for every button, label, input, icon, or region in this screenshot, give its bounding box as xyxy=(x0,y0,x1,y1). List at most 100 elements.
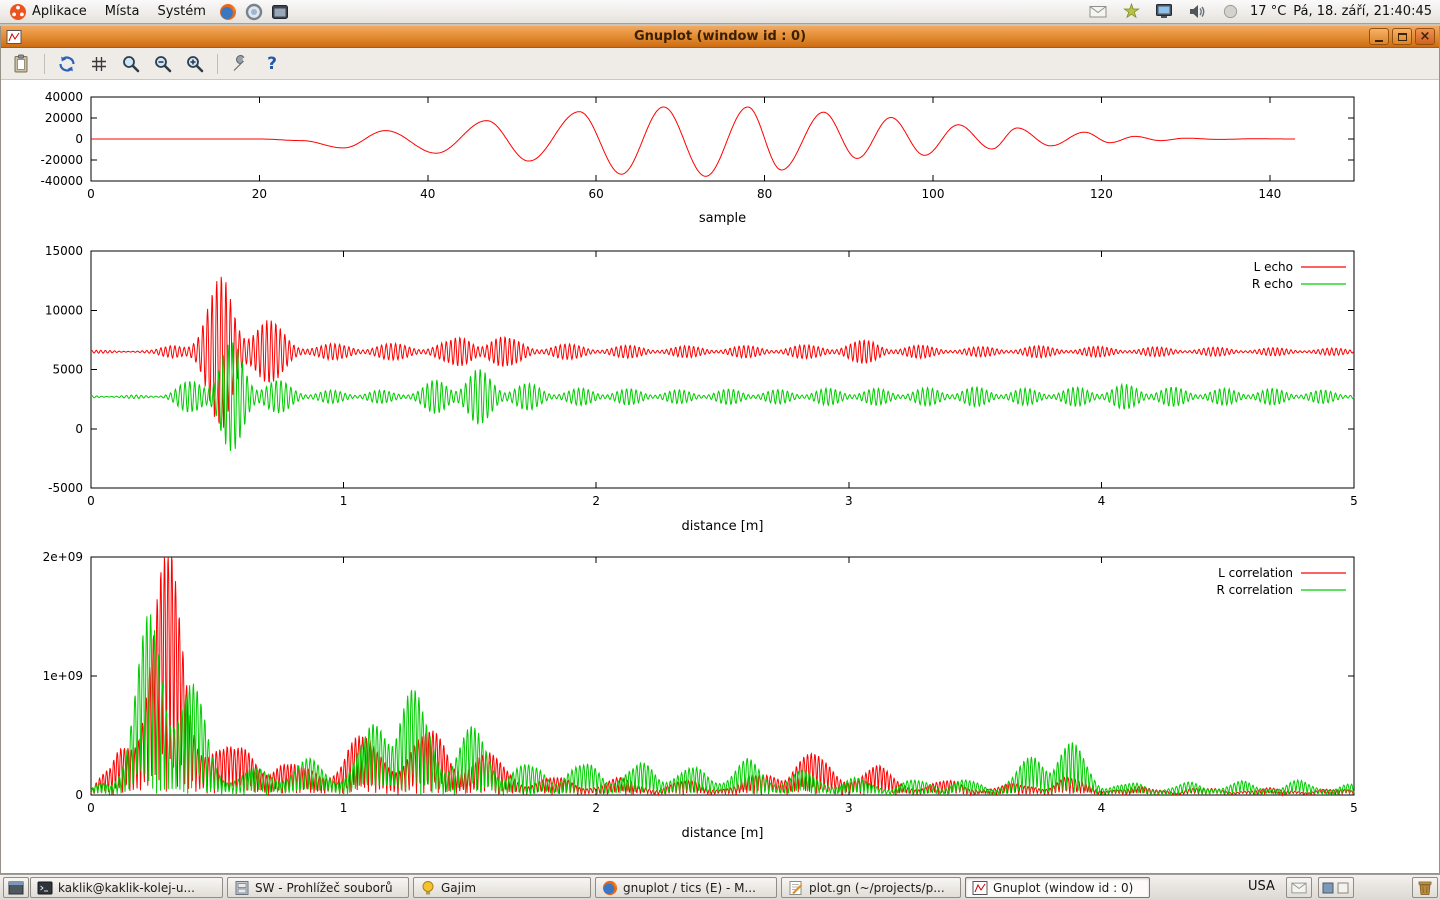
replot-button[interactable] xyxy=(54,51,80,77)
gajim-icon xyxy=(422,880,434,894)
notification-applet[interactable] xyxy=(1318,877,1354,898)
refresh-icon xyxy=(59,56,75,71)
svg-text:-20000: -20000 xyxy=(40,153,83,167)
trash-applet[interactable] xyxy=(1412,877,1438,898)
taskbar-item-label: plot.gn (~/projects/p... xyxy=(809,880,945,895)
taskbar-item-firefox[interactable]: gnuplot / tics (E) - M... xyxy=(595,877,777,898)
svg-text:3: 3 xyxy=(845,494,853,508)
svg-text:-5000: -5000 xyxy=(48,481,83,495)
taskbar-item-gnuplot[interactable]: Gnuplot (window id : 0) xyxy=(965,877,1150,898)
menu-system[interactable]: Systém xyxy=(148,0,214,23)
minimize-button[interactable] xyxy=(1369,28,1389,45)
svg-text:5000: 5000 xyxy=(52,363,83,377)
svg-text:sample: sample xyxy=(699,211,746,226)
svg-text:20: 20 xyxy=(252,187,267,201)
text-editor-icon xyxy=(789,880,803,895)
menu-applications[interactable]: Aplikace xyxy=(0,0,96,23)
svg-text:80: 80 xyxy=(757,187,772,201)
svg-text:0: 0 xyxy=(87,494,95,508)
close-button[interactable]: × xyxy=(1415,28,1435,45)
svg-text:140: 140 xyxy=(1258,187,1281,201)
taskbar-item-file-manager[interactable]: SW - Prohlížeč souborů xyxy=(227,877,409,898)
svg-text:20000: 20000 xyxy=(45,111,83,125)
zoom-out-button[interactable] xyxy=(150,51,176,77)
zoom-in-icon xyxy=(187,55,204,72)
svg-text:10000: 10000 xyxy=(45,303,83,317)
zoom-out-icon xyxy=(155,55,172,72)
screenshot-launcher[interactable] xyxy=(267,0,293,24)
mail-applet[interactable] xyxy=(1085,0,1111,24)
plot-canvas[interactable]: 0 20 40 60 80 100 120 140-40000-200000200004000… xyxy=(1,82,1439,873)
screenshot-icon xyxy=(271,4,288,19)
display-applet[interactable] xyxy=(1151,0,1177,24)
maximize-button[interactable] xyxy=(1392,28,1412,45)
taskbar-item-label: Gnuplot (window id : 0) xyxy=(993,880,1134,895)
taskbar-item-label: gnuplot / tics (E) - M... xyxy=(623,880,756,895)
svg-text:3: 3 xyxy=(845,801,853,815)
zoom-previous-icon xyxy=(123,55,140,72)
volume-applet[interactable] xyxy=(1184,0,1210,24)
svg-text:1e+09: 1e+09 xyxy=(43,669,83,683)
configure-button[interactable] xyxy=(227,51,253,77)
firefox-icon xyxy=(219,3,236,20)
gnuplot-window: Gnuplot (window id : 0) × xyxy=(0,26,1440,874)
svg-text:R correlation: R correlation xyxy=(1216,583,1293,597)
firefox-icon xyxy=(602,880,618,895)
trash-icon xyxy=(1418,881,1432,895)
temperature-label[interactable]: 17 °C xyxy=(1250,4,1287,19)
weather-icon xyxy=(1223,4,1237,19)
svg-text:60: 60 xyxy=(589,187,604,201)
firefox-launcher[interactable] xyxy=(215,0,241,24)
svg-text:1: 1 xyxy=(340,801,348,815)
help-question-icon: ? xyxy=(267,53,277,74)
show-desktop-button[interactable] xyxy=(3,877,29,898)
svg-text:L echo: L echo xyxy=(1254,260,1293,274)
copy-clipboard-button[interactable] xyxy=(9,51,35,77)
show-desktop-icon xyxy=(8,881,24,894)
applet-icons xyxy=(1322,882,1349,893)
taskbar-item-terminal[interactable]: kaklik@kaklik-kolej-u... xyxy=(30,877,223,898)
taskbar-item-gajim[interactable]: Gajim xyxy=(413,877,591,898)
svg-text:1: 1 xyxy=(340,494,348,508)
gnuplot-icon xyxy=(972,880,988,895)
weather-applet[interactable] xyxy=(1217,0,1243,24)
menu-system-label: Systém xyxy=(157,4,206,19)
mail-tray-button[interactable] xyxy=(1286,877,1312,898)
zoom-in-button[interactable] xyxy=(182,51,208,77)
svg-text:0: 0 xyxy=(87,187,95,201)
svg-text:120: 120 xyxy=(1090,187,1113,201)
menu-places[interactable]: Místa xyxy=(96,0,149,23)
maximize-icon xyxy=(1397,32,1407,41)
window-titlebar[interactable]: Gnuplot (window id : 0) × xyxy=(1,26,1439,48)
svg-text:-40000: -40000 xyxy=(40,174,83,188)
svg-text:2: 2 xyxy=(592,494,600,508)
clipboard-icon xyxy=(14,54,28,72)
toggle-grid-button[interactable] xyxy=(86,51,112,77)
taskbar-item-label: kaklik@kaklik-kolej-u... xyxy=(58,880,195,895)
svg-text:0: 0 xyxy=(75,422,83,436)
mail-icon xyxy=(1089,6,1107,18)
clock[interactable]: Pá, 18. září, 21:40:45 xyxy=(1293,4,1432,19)
plot-area: 0 20 40 60 80 100 120 140 -40000 -20000 0 20000 4000… xyxy=(1,80,1439,873)
taskbar-item-label: SW - Prohlížeč souborů xyxy=(255,880,393,895)
svg-text:0: 0 xyxy=(87,801,95,815)
help-launcher[interactable] xyxy=(241,0,267,24)
minimize-icon xyxy=(1375,35,1383,42)
ubuntu-logo-icon xyxy=(10,3,26,20)
update-applet[interactable] xyxy=(1118,0,1144,24)
display-icon xyxy=(1156,4,1173,18)
taskbar-item-editor[interactable]: plot.gn (~/projects/p... xyxy=(781,877,961,898)
help-button[interactable]: ? xyxy=(259,51,285,77)
system-tray: 17 °C Pá, 18. září, 21:40:45 xyxy=(1085,0,1440,24)
svg-text:L correlation: L correlation xyxy=(1218,566,1293,580)
svg-text:40000: 40000 xyxy=(45,90,83,104)
zoom-previous-button[interactable] xyxy=(118,51,144,77)
toolbar-separator xyxy=(44,53,45,74)
wrench-icon xyxy=(233,54,247,71)
keyboard-layout-indicator[interactable]: USA xyxy=(1248,879,1275,894)
close-icon: × xyxy=(1419,29,1431,44)
taskbar: kaklik@kaklik-kolej-u... SW - Prohlížeč … xyxy=(0,874,1440,900)
grid-icon xyxy=(92,56,106,71)
svg-text:R echo: R echo xyxy=(1252,277,1293,291)
toolbar-separator xyxy=(217,53,218,74)
